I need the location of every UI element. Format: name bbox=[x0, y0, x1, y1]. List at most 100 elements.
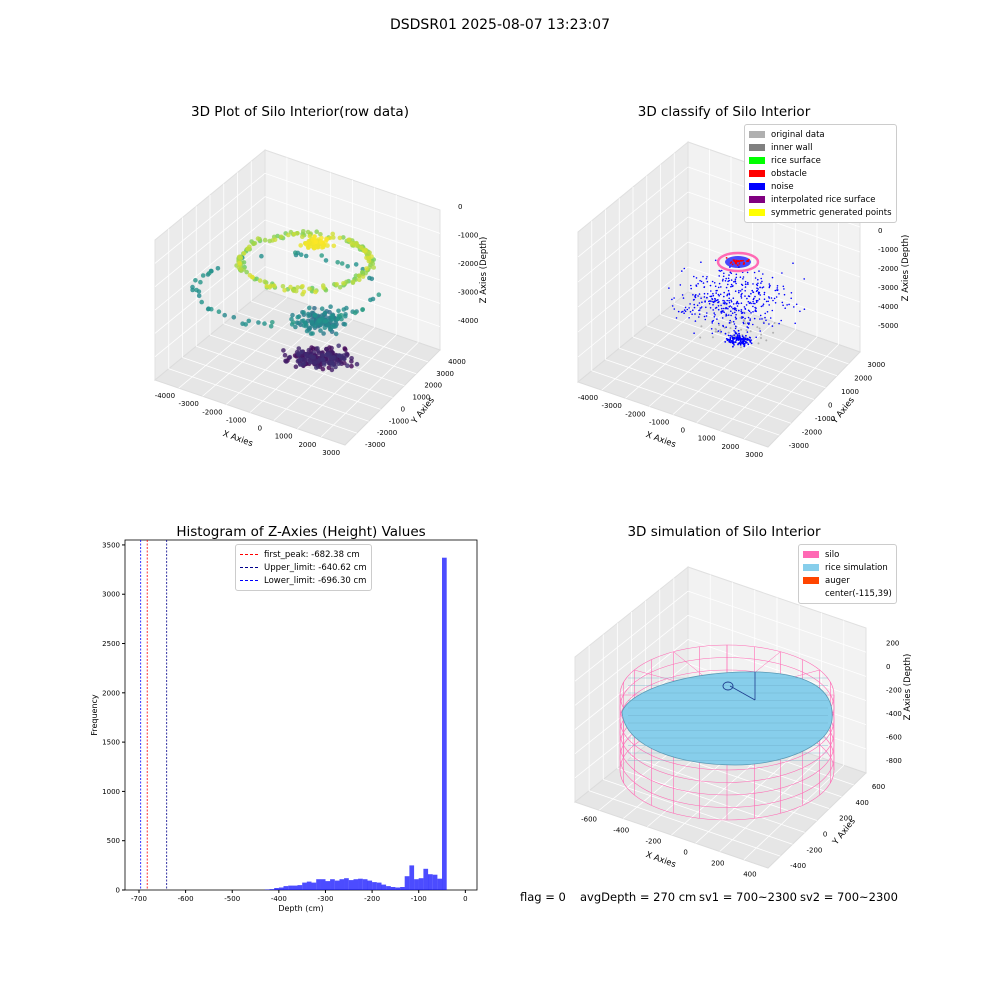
p2-noise-point bbox=[705, 277, 708, 280]
p2-noise-point bbox=[746, 297, 748, 300]
p2-x-tick-label: 0 bbox=[681, 427, 685, 435]
panel3-title: Histogram of Z-Axies (Height) Values bbox=[176, 524, 426, 540]
p2-noise-point bbox=[713, 312, 715, 314]
p2-noise-point bbox=[711, 332, 714, 335]
p2-noise-point bbox=[742, 340, 745, 343]
legend-label: center(-115,39) bbox=[825, 588, 892, 599]
p2-noise-point bbox=[746, 271, 749, 274]
p2-noise-point bbox=[743, 312, 746, 314]
p2-obstacle-point bbox=[748, 258, 750, 261]
p2-noise-point bbox=[739, 276, 742, 279]
p2-noise-point bbox=[752, 283, 754, 285]
p2-noise-point bbox=[714, 298, 717, 300]
p2-x-tick-label: -1000 bbox=[649, 418, 669, 426]
p1-point bbox=[312, 360, 318, 366]
p2-noise-point bbox=[673, 308, 676, 310]
p2-noise-point bbox=[682, 297, 685, 299]
p2-noise-point bbox=[746, 331, 749, 333]
p1-y-tick-label: -1000 bbox=[389, 417, 409, 425]
p2-noise-point bbox=[750, 292, 752, 295]
p2-noise-point bbox=[762, 303, 765, 306]
p2-y-tick-label: 1000 bbox=[841, 388, 859, 396]
p2-noise-point bbox=[773, 297, 776, 300]
p1-point bbox=[345, 264, 351, 269]
p2-noise-point bbox=[729, 271, 732, 274]
p4-floor-grid bbox=[695, 749, 800, 844]
p3-histogram-bar bbox=[297, 885, 303, 890]
p3-y-tick-label: 3500 bbox=[102, 541, 120, 549]
p1-point bbox=[290, 312, 295, 318]
p1-point bbox=[290, 320, 296, 325]
p2-noise-point bbox=[730, 272, 733, 275]
p1-point bbox=[251, 241, 256, 247]
p2-noise-point bbox=[740, 302, 743, 305]
p2-original-point bbox=[745, 329, 748, 332]
p1-point bbox=[307, 286, 312, 292]
p1-floor-grid bbox=[320, 342, 419, 438]
p2-noise-point bbox=[726, 299, 728, 302]
p2-noise-point bbox=[748, 339, 751, 341]
p1-x-tick-label: 1000 bbox=[275, 433, 293, 441]
p2-original-point bbox=[760, 333, 763, 336]
p2-y-tick-label: -2000 bbox=[802, 429, 822, 437]
p2-noise-point bbox=[722, 275, 725, 278]
p2-noise-point bbox=[747, 283, 749, 286]
p2-noise-point bbox=[732, 307, 734, 310]
p3-y-tick-label: 3000 bbox=[102, 591, 120, 599]
p4-z-tick-label: 200 bbox=[886, 640, 899, 648]
p2-noise-point bbox=[752, 305, 754, 308]
p2-noise-point bbox=[737, 338, 740, 340]
p2-noise-point bbox=[712, 301, 715, 303]
simulation-3d-plot: -600-400-2000200400-400-2000200400600-80… bbox=[573, 565, 913, 879]
p1-point bbox=[371, 265, 377, 270]
p4-side-grid bbox=[574, 615, 689, 706]
p2-noise-point bbox=[683, 309, 686, 311]
p2-noise-point bbox=[733, 307, 736, 310]
p1-side-grid bbox=[154, 173, 266, 264]
p2-original-point bbox=[723, 326, 726, 329]
p2-noise-point bbox=[752, 323, 754, 326]
p3-histogram-bar bbox=[400, 887, 405, 890]
p1-back-grid bbox=[264, 219, 441, 281]
p1-point bbox=[334, 282, 340, 287]
p2-original-point bbox=[729, 327, 732, 330]
p2-z-tick-label: -5000 bbox=[878, 322, 898, 330]
p1-point bbox=[330, 324, 335, 330]
p2-noise-point bbox=[738, 309, 740, 312]
p1-point bbox=[262, 237, 268, 243]
p1-point bbox=[246, 318, 252, 324]
p2-noise-point bbox=[741, 284, 744, 287]
p2-noise-point bbox=[693, 306, 696, 309]
p2-noise-point bbox=[741, 288, 743, 291]
p1-point bbox=[367, 275, 372, 281]
p3-histogram-bar bbox=[362, 879, 368, 890]
p2-noise-point bbox=[749, 336, 752, 339]
p2-noise-point bbox=[760, 277, 762, 280]
p4-x-tick-label: 200 bbox=[711, 860, 724, 868]
p2-floor-grid bbox=[646, 325, 826, 389]
p2-noise-point bbox=[706, 296, 708, 299]
p1-point bbox=[327, 235, 333, 241]
footer-sv1: sv1 = 700~2300 bbox=[699, 890, 797, 904]
p1-point bbox=[349, 363, 354, 369]
p2-noise-point bbox=[771, 325, 774, 327]
p1-point bbox=[299, 349, 304, 355]
p2-noise-point bbox=[723, 300, 726, 302]
p2-noise-point bbox=[730, 285, 732, 288]
p2-noise-point bbox=[729, 341, 732, 344]
p3-histogram-bar bbox=[367, 880, 373, 890]
p1-point bbox=[295, 314, 301, 320]
p1-point bbox=[308, 353, 314, 359]
p3-histogram-bar bbox=[339, 879, 345, 890]
p2-original-point bbox=[739, 316, 742, 319]
p4-floor-grid bbox=[631, 756, 818, 821]
p2-noise-point bbox=[728, 340, 731, 343]
p2-obstacle-point bbox=[742, 263, 745, 265]
p2-noise-point bbox=[718, 275, 720, 277]
p2-noise-point bbox=[742, 276, 745, 278]
p2-noise-point bbox=[745, 334, 747, 337]
p2-noise-point bbox=[740, 297, 743, 299]
p2-noise-point bbox=[759, 330, 761, 332]
p1-point bbox=[247, 244, 252, 250]
p2-noise-point bbox=[739, 290, 742, 292]
